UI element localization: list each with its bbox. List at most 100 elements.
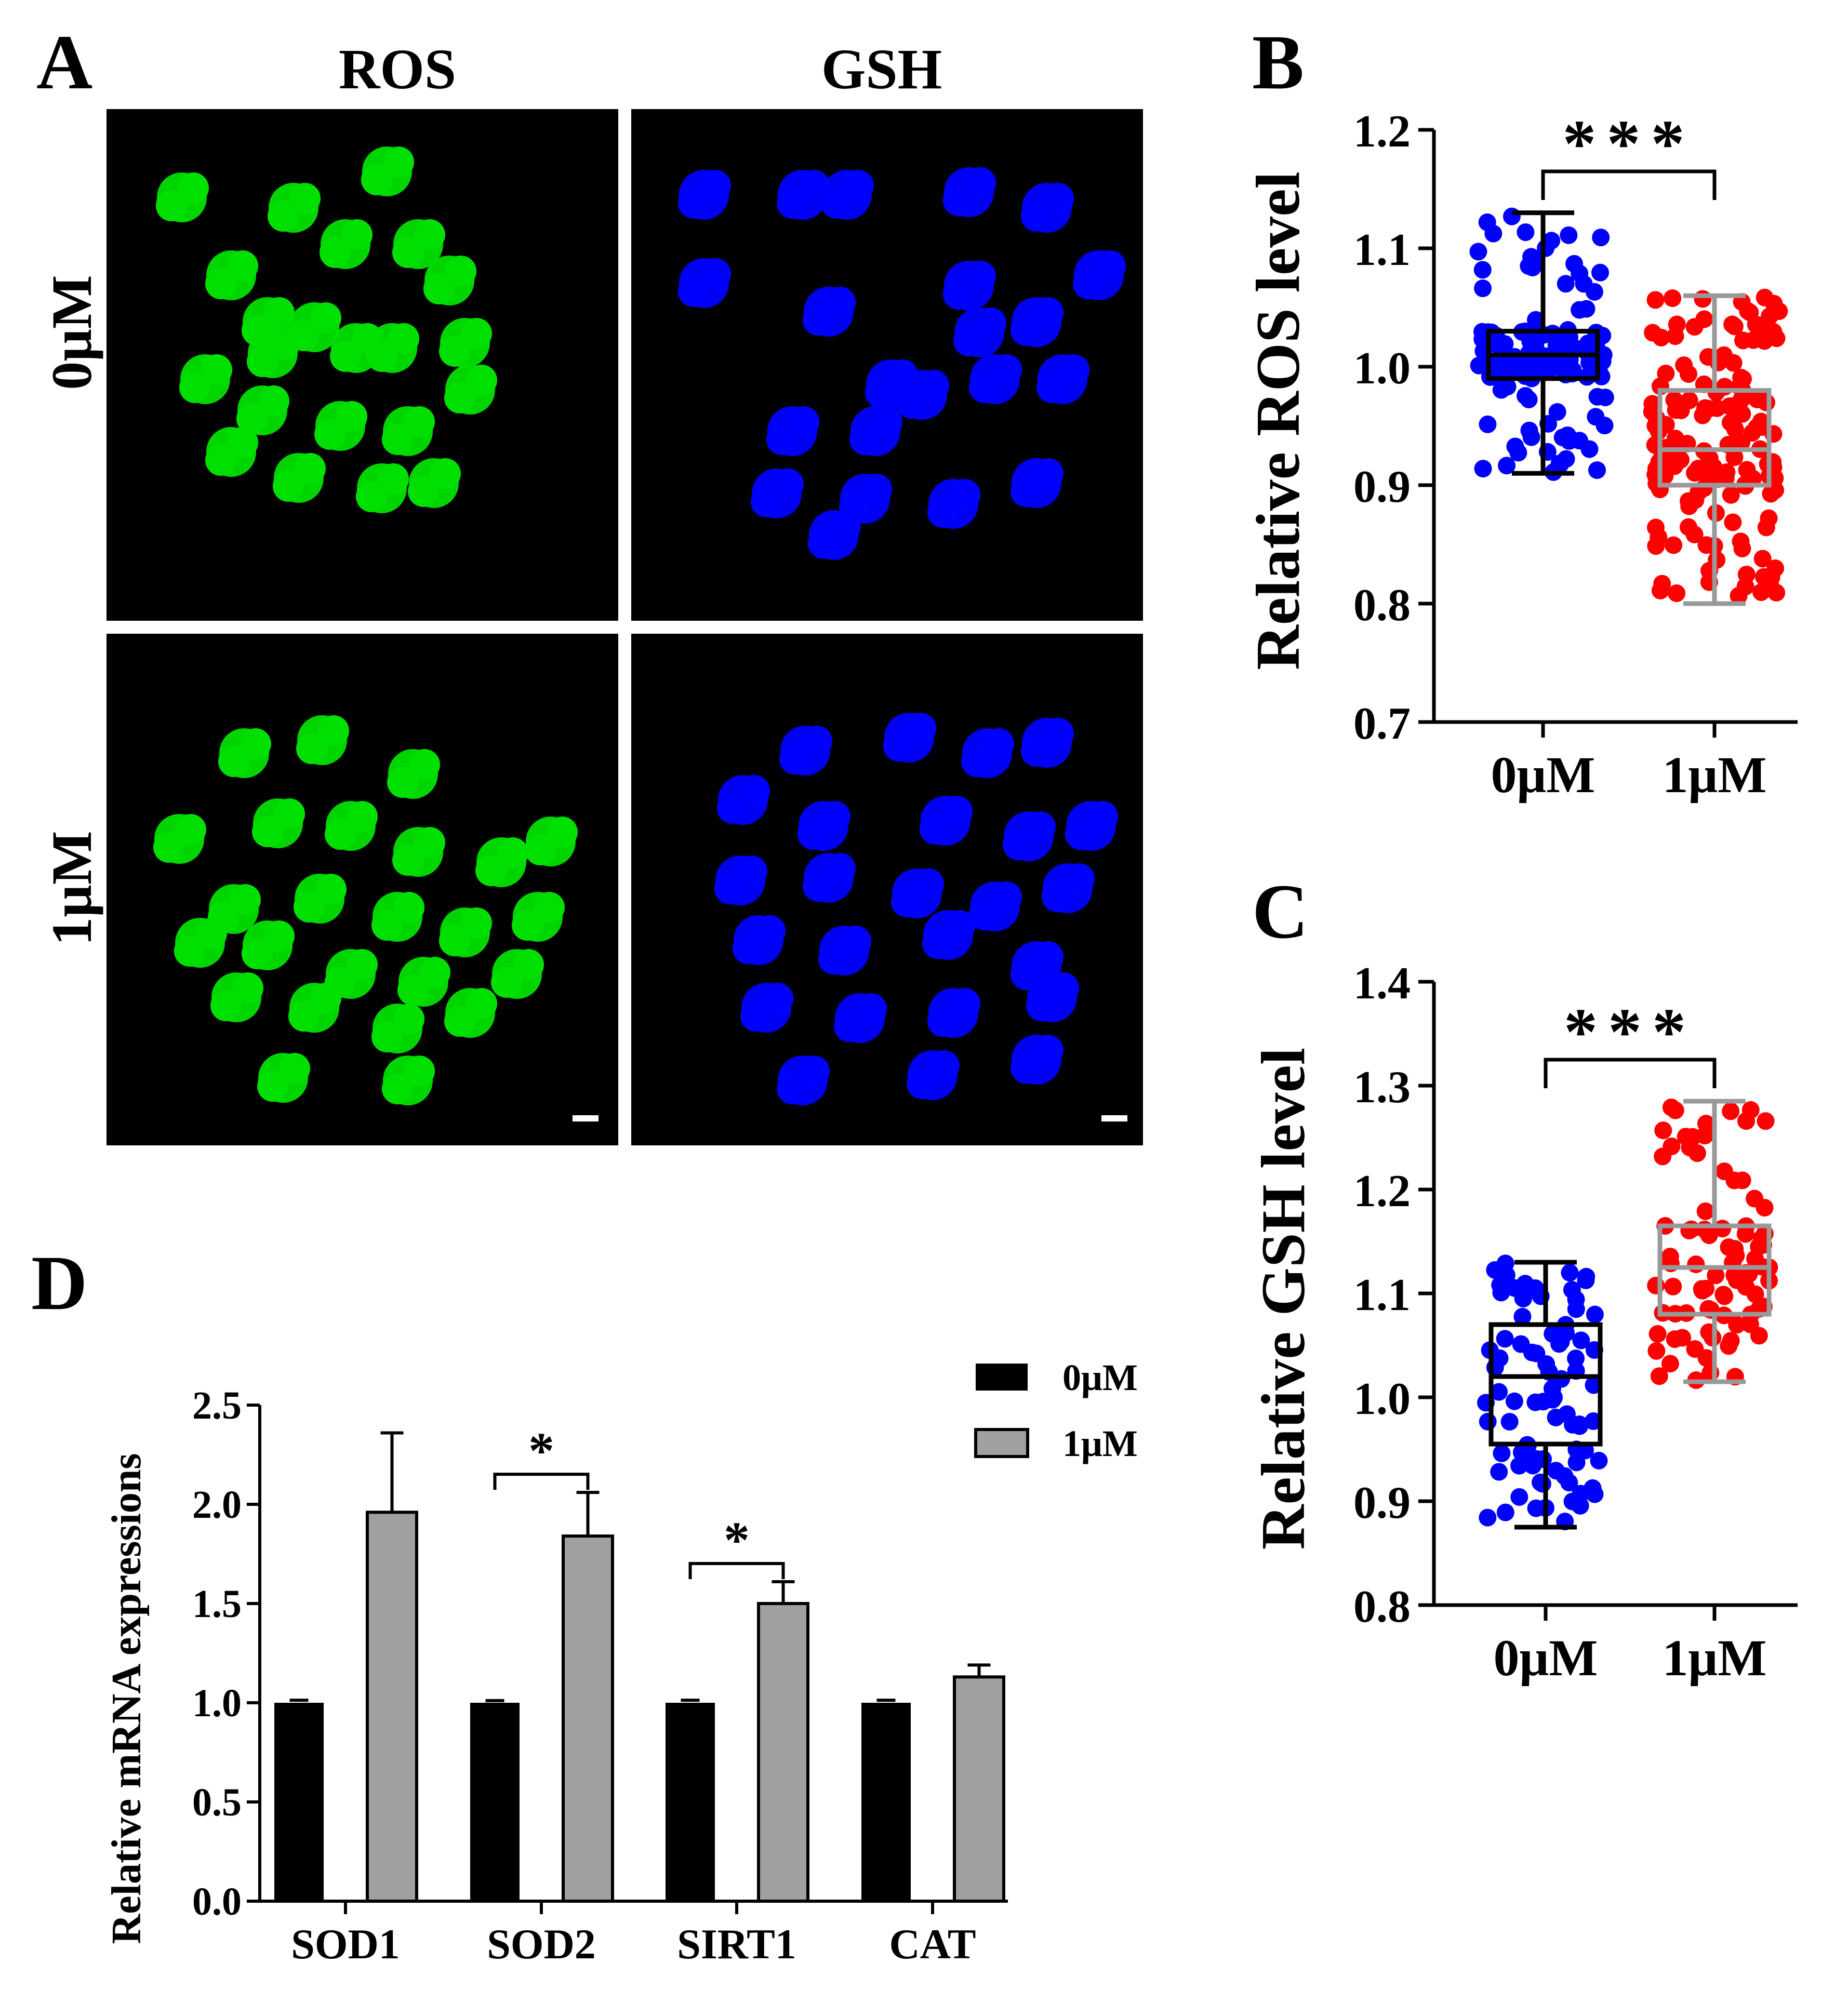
embryo-blastomere (1011, 1052, 1042, 1084)
embryo-blastomere (179, 372, 210, 403)
embryo-blastomere (153, 832, 184, 863)
embryo-blastomere (801, 726, 832, 757)
embryo-blastomere (392, 845, 423, 876)
data-point (1687, 1255, 1705, 1273)
panel-c-boxes (1488, 1099, 1772, 1530)
data-point (1596, 417, 1614, 435)
x-tick-label: SOD2 (487, 1920, 596, 1968)
embryo-blastomere (803, 304, 834, 336)
embryo-blastomere (430, 458, 461, 489)
embryo-blastomere (949, 988, 980, 1019)
panel-c: C Relative GSH level 0.8 0.9 1.0 1.1 1.2 1.3 1… (1248, 869, 1798, 1687)
bar-0um (274, 1703, 324, 1901)
x-tick-label: 0μM (1491, 746, 1595, 804)
data-point (1666, 1101, 1684, 1119)
data-point (1697, 1349, 1716, 1367)
data-point (1534, 1450, 1552, 1468)
embryo-blastomere (975, 308, 1006, 339)
embryo-blastomere (991, 882, 1022, 913)
embryo-blastomere (318, 715, 349, 746)
y-tick-label: 1.4 (1353, 958, 1411, 1009)
embryo-blastomere (347, 801, 378, 832)
embryo-blastomere (236, 403, 268, 434)
embryo-blastomere (310, 983, 341, 1014)
embryo-blastomere (1042, 881, 1073, 912)
panel-b-ylabel: Relative ROS level (1243, 171, 1312, 670)
column-label-ros: ROS (339, 37, 456, 101)
embryo-blastomere (1063, 863, 1095, 894)
data-point (1557, 1324, 1575, 1342)
data-point (1567, 1350, 1585, 1368)
embryo-blastomere (920, 813, 951, 845)
panel-c-significance: *** (1544, 995, 1717, 1088)
embryo-blastomere (751, 486, 782, 517)
y-tick-label: 1.5 (192, 1582, 242, 1626)
embryo-blastomere (883, 730, 914, 762)
embryo-blastomere (799, 1056, 830, 1087)
micrograph-ros-1um (107, 634, 618, 1145)
data-point (1513, 1307, 1532, 1326)
embryo-blastomere (205, 268, 236, 299)
data-point (1491, 1276, 1509, 1294)
y-tick-label: 0.9 (1353, 462, 1411, 512)
data-point (1643, 395, 1661, 413)
x-tick-label: 0μM (1493, 1629, 1598, 1687)
embryo-blastomere (965, 167, 996, 198)
embryo-blastomere (227, 250, 258, 282)
panel-b-significance: *** (1541, 106, 1717, 200)
legend-label-0um: 0μM (1062, 1357, 1138, 1398)
data-point (1498, 457, 1516, 475)
embryo-blastomere (356, 481, 387, 512)
embryo-blastomere (714, 873, 746, 904)
data-point (1553, 429, 1572, 447)
embryo-blastomere (871, 406, 902, 437)
embryo-blastomere (927, 1006, 959, 1037)
data-point (1503, 207, 1521, 225)
embryo-blastomere (927, 497, 959, 528)
data-point (1526, 1393, 1545, 1411)
data-point (1716, 1287, 1734, 1305)
data-point (1586, 1305, 1604, 1324)
data-point (1752, 412, 1770, 431)
data-point (1724, 354, 1743, 372)
embryo-blastomere (156, 190, 187, 221)
embryo-blastomere (754, 915, 786, 946)
data-point (1590, 1451, 1608, 1470)
embryo-blastomere (466, 988, 497, 1019)
embryo-blastomere (336, 401, 367, 432)
x-tick-label: CAT (889, 1920, 976, 1968)
embryo-blastomere (445, 256, 476, 287)
embryo-blastomere (232, 972, 263, 1004)
bar-1um (757, 1602, 809, 1903)
panel-a-letter: A (36, 19, 92, 105)
embryo-blastomere (419, 957, 450, 988)
data-point (1680, 365, 1698, 383)
data-point (1561, 1264, 1579, 1282)
embryo-blastomere (444, 1006, 475, 1037)
embryo-blastomere (1073, 268, 1104, 299)
data-point (1571, 432, 1589, 450)
embryo-blastomere (497, 837, 528, 869)
data-point (1596, 389, 1614, 407)
data-point (1547, 1408, 1565, 1426)
data-point (1647, 537, 1665, 555)
data-point (1728, 1316, 1746, 1334)
data-point (1654, 1121, 1672, 1140)
data-point (1592, 229, 1610, 247)
data-point (1665, 536, 1683, 554)
embryo-blastomere (475, 855, 507, 886)
embryo-blastomere (762, 983, 793, 1014)
embryo-blastomere (797, 819, 829, 850)
embryo-blastomere (534, 892, 565, 923)
data-point (1722, 397, 1740, 415)
embryos-ros-0um (156, 146, 497, 513)
embryo-blastomere (310, 302, 341, 333)
data-point (1721, 413, 1739, 432)
data-point (1696, 399, 1714, 417)
embryo-blastomere (1032, 297, 1063, 328)
data-point (1718, 463, 1736, 482)
panel-c-ylabel: Relative GSH level (1248, 1048, 1318, 1550)
data-point (1653, 575, 1671, 593)
embryo-blastomere (409, 749, 440, 780)
data-point (1680, 518, 1698, 536)
